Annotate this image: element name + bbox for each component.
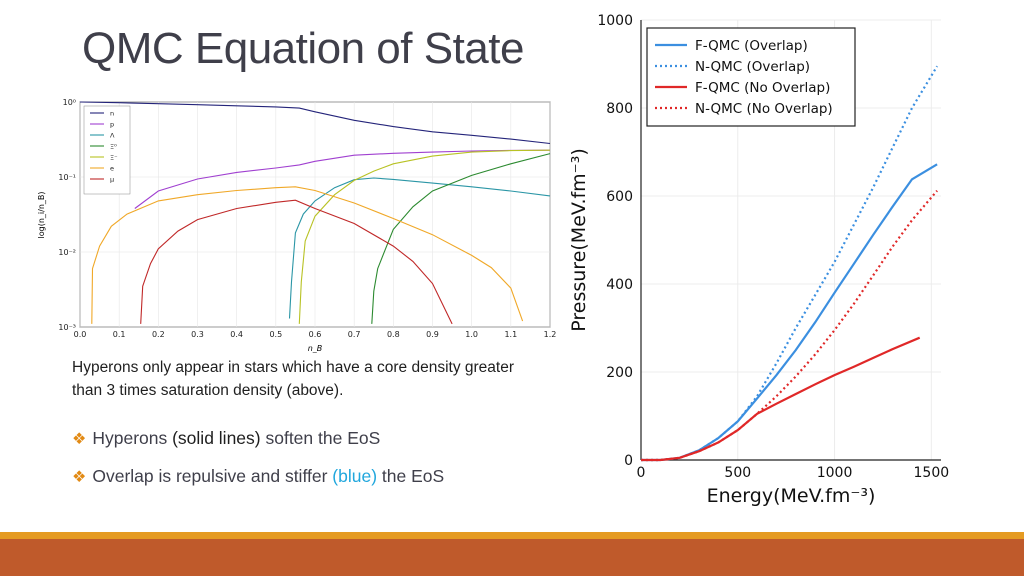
- composition-y-axis-label: log(n_i/n_B): [37, 192, 46, 239]
- eos-y-tick-label: 200: [606, 365, 633, 381]
- composition-series-line: [371, 153, 551, 324]
- eos-legend-label: N-QMC (Overlap): [695, 59, 810, 75]
- eos-legend-label: F-QMC (Overlap): [695, 38, 808, 54]
- composition-y-tick-label: 10⁻³: [58, 323, 76, 332]
- composition-legend-label: Λ: [110, 132, 115, 140]
- composition-x-axis-label: n_B: [308, 344, 323, 353]
- composition-x-tick-label: 0.1: [113, 330, 126, 339]
- composition-y-tick-label: 10⁻²: [58, 248, 76, 257]
- eos-x-tick-label: 1500: [914, 465, 950, 481]
- footer-bar: [0, 539, 1024, 576]
- eos-y-tick-label: 800: [606, 101, 633, 117]
- eos-y-axis-label: Pressure(MeV.fm⁻³): [568, 148, 590, 331]
- composition-series-line: [298, 149, 551, 324]
- eos-y-tick-label: 600: [606, 189, 633, 205]
- composition-legend-label: n: [110, 110, 114, 118]
- bullet-text-end: the EoS: [377, 466, 445, 486]
- bullet-list: ❖ Hyperons (solid lines) soften the EoS ❖…: [72, 424, 444, 500]
- composition-y-tick-labels: 10⁰ 10⁻¹ 10⁻² 10⁻³: [58, 98, 76, 332]
- eos-x-tick-label: 0: [637, 465, 646, 481]
- composition-x-tick-label: 0.6: [309, 330, 322, 339]
- composition-y-tick-label: 10⁰: [63, 98, 76, 107]
- bullet-text: Overlap is repulsive and stiffer: [92, 466, 333, 486]
- eos-x-tick-labels: 0 500 1000 1500: [637, 465, 950, 481]
- composition-series-lines: [79, 101, 551, 325]
- eos-y-tick-label: 0: [624, 453, 633, 469]
- composition-chart: 10⁰ 10⁻¹ 10⁻² 10⁻³ 0.0 0.1 0.2 0.3 0.4 0.5 0.6 0.7…: [37, 98, 557, 353]
- composition-series-line: [79, 101, 551, 145]
- caption-text: Hyperons only appear in stars which have…: [72, 359, 514, 399]
- eos-x-tick-label: 1000: [817, 465, 853, 481]
- composition-series-line: [91, 186, 524, 324]
- eos-y-tick-label: 1000: [597, 13, 633, 29]
- composition-x-tick-label: 1.1: [504, 330, 517, 339]
- composition-legend-label: Ξ⁰: [110, 143, 117, 151]
- composition-y-tick-label: 10⁻¹: [58, 173, 76, 182]
- bullet-item-hyperons: ❖ Hyperons (solid lines) soften the EoS: [72, 424, 444, 462]
- composition-grid: [79, 101, 551, 328]
- composition-series-line: [134, 149, 551, 209]
- composition-x-tick-label: 1.2: [544, 330, 557, 339]
- eos-series-line: [641, 65, 939, 462]
- eos-legend-label: F-QMC (No Overlap): [695, 80, 830, 96]
- composition-x-tick-label: 0.0: [74, 330, 87, 339]
- composition-x-tick-label: 0.2: [152, 330, 165, 339]
- composition-legend-box: [83, 105, 131, 195]
- composition-x-tick-label: 0.5: [269, 330, 282, 339]
- eos-series-lines: [641, 65, 939, 462]
- bullet-highlight-blue: (blue): [332, 466, 378, 486]
- composition-legend: npΛ Ξ⁰ Ξ⁻ eμ: [90, 110, 118, 184]
- composition-legend-label: e: [110, 165, 114, 173]
- eos-y-tick-labels: 0 200 400 600 800 1000: [597, 13, 633, 469]
- composition-x-tick-label: 0.7: [348, 330, 361, 339]
- eos-y-tick-label: 400: [606, 277, 633, 293]
- composition-legend-label: p: [110, 121, 114, 129]
- eos-legend-label: N-QMC (No Overlap): [695, 101, 833, 117]
- diamond-cluster-icon: ❖: [72, 431, 87, 448]
- composition-x-tick-label: 0.9: [426, 330, 439, 339]
- bullet-text-end: soften the EoS: [260, 428, 381, 448]
- composition-legend-label: μ: [110, 176, 114, 184]
- composition-x-tick-label: 0.4: [230, 330, 243, 339]
- eos-x-axis-label: Energy(MeV.fm⁻³): [707, 485, 876, 507]
- eos-legend: F-QMC (Overlap) N-QMC (Overlap) F-QMC (No …: [655, 38, 833, 117]
- composition-legend-label: Ξ⁻: [110, 154, 118, 162]
- bullet-text: Hyperons: [92, 428, 173, 448]
- composition-x-tick-label: 1.0: [465, 330, 478, 339]
- bullet-highlight-solid-lines: (solid lines): [172, 428, 261, 448]
- composition-series-line: [288, 177, 551, 319]
- footer-accent-bar: [0, 532, 1024, 539]
- composition-series-line: [140, 199, 453, 325]
- composition-x-tick-label: 0.3: [191, 330, 204, 339]
- bullet-item-overlap: ❖ Overlap is repulsive and stiffer (blue)…: [72, 462, 444, 500]
- composition-x-tick-label: 0.8: [387, 330, 400, 339]
- eos-x-tick-label: 500: [724, 465, 751, 481]
- eos-chart: 0 200 400 600 800 1000 0 500 1000 1500 F-QMC (Ov…: [568, 13, 950, 507]
- slide-title: QMC Equation of State: [82, 24, 524, 73]
- composition-x-tick-labels: 0.0 0.1 0.2 0.3 0.4 0.5 0.6 0.7 0.8 0.9 1.0 1.1 1.2: [74, 330, 557, 339]
- diamond-cluster-icon: ❖: [72, 469, 87, 486]
